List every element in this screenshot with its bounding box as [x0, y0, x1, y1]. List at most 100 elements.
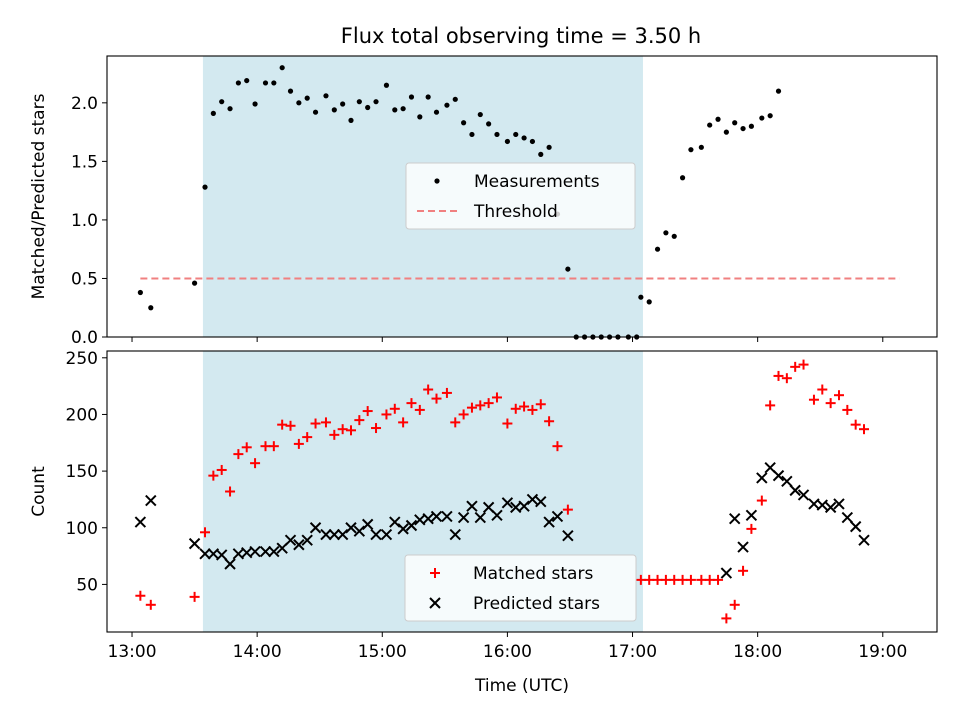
top-y-tick-label: 1.5 — [71, 152, 98, 172]
measurement-point — [383, 82, 390, 88]
matched-star-point — [337, 424, 348, 435]
measurement-point — [408, 94, 415, 100]
matched-star-point — [544, 416, 555, 427]
x-tick-label: 17:00 — [608, 642, 657, 662]
predicted-star-point — [215, 549, 228, 561]
matched-star-point — [329, 429, 340, 440]
matched-star-point — [225, 486, 236, 497]
matched-star-point — [562, 504, 573, 515]
predicted-star-point — [457, 511, 470, 524]
predicted-star-point — [501, 497, 514, 509]
predicted-star-point — [441, 510, 453, 523]
measurement-point — [715, 116, 721, 122]
matched-star-point — [208, 470, 219, 481]
matched-star-point — [406, 398, 417, 409]
measurement-point — [219, 99, 225, 105]
measurement-point — [417, 114, 423, 120]
predicted-star-point — [301, 534, 313, 546]
count-panel: 50 100 150 200 250 13:00 14:00 15:00 16:00 17:00… — [29, 349, 938, 696]
predicted-star-point — [449, 528, 461, 541]
top-y-tick-label: 1.0 — [71, 211, 98, 231]
matched-star-point — [738, 565, 749, 576]
measurement-point — [433, 109, 440, 115]
measurement-point — [477, 111, 483, 118]
measurement-point — [494, 131, 500, 138]
matched-star-point — [502, 418, 513, 429]
matched-stars-legend-marker — [430, 568, 440, 578]
matched-star-point — [302, 432, 313, 443]
matched-star-point — [773, 370, 784, 381]
predicted-star-point — [328, 528, 341, 541]
measurement-point — [365, 104, 371, 111]
matched-star-point — [200, 527, 211, 538]
predicted-star-point — [309, 522, 322, 534]
measurements-legend-label: Measurements — [474, 172, 600, 192]
matched-star-point — [721, 613, 732, 624]
predicted-star-point — [789, 484, 801, 497]
measurement-point — [546, 144, 552, 150]
top-x-axis — [131, 337, 884, 342]
measurement-point — [688, 147, 694, 153]
matched-star-point — [704, 574, 715, 585]
measurement-point — [356, 99, 362, 105]
predicted-star-point — [526, 493, 539, 506]
measurement-point — [698, 144, 704, 150]
matched-star-point — [519, 401, 530, 412]
matched-star-point — [552, 441, 563, 452]
predicted-star-point — [491, 509, 503, 522]
matched-star-point — [414, 404, 425, 415]
predicted-star-point — [293, 539, 305, 551]
matched-star-point — [293, 438, 304, 449]
predicted-star-point — [145, 494, 157, 507]
top-y-tick-label: 0.0 — [71, 328, 98, 348]
predicted-star-point — [781, 475, 793, 488]
predicted-star-point — [737, 541, 749, 553]
measurement-point — [740, 125, 746, 132]
measurement-point — [723, 129, 729, 135]
matched-star-point — [825, 398, 836, 409]
bottom-y-tick-label: 50 — [76, 575, 98, 595]
measurement-point — [775, 88, 782, 94]
bottom-y-tick-label: 250 — [66, 349, 98, 369]
x-tick-label: 18:00 — [733, 642, 782, 662]
matched-stars-legend-label: Matched stars — [473, 564, 593, 584]
measurement-point — [452, 96, 458, 102]
predicted-star-point — [551, 510, 564, 523]
predicted-star-point — [745, 509, 758, 522]
x-tick-label: 13:00 — [108, 642, 157, 662]
measurement-point — [348, 117, 354, 123]
top-y-axis-label: Matched/Predicted stars — [29, 93, 49, 299]
bottom-y-tick-label: 100 — [66, 519, 98, 539]
measurement-point — [392, 107, 398, 113]
predicted-star-point — [361, 518, 374, 531]
matched-star-point — [842, 404, 853, 415]
predicted-star-point — [797, 489, 810, 501]
measurement-point — [444, 102, 450, 108]
measurement-point — [504, 138, 511, 145]
matched-star-point — [483, 398, 494, 409]
measurement-point — [732, 120, 738, 126]
predicted-star-point — [474, 511, 486, 524]
measurement-point — [202, 184, 208, 190]
chart-title: Flux total observing time = 3.50 h — [341, 24, 701, 48]
matched-star-point — [765, 400, 776, 411]
predicted-star-point — [849, 520, 862, 533]
top-legend: Measurements Threshold — [405, 162, 636, 230]
matched-star-point — [696, 574, 707, 585]
measurement-point — [340, 101, 346, 107]
threshold-legend-label: Threshold — [473, 202, 558, 222]
matched-star-point — [790, 361, 801, 372]
predicted-star-point — [199, 548, 211, 560]
matched-star-point — [850, 419, 861, 430]
measurement-point — [400, 106, 406, 112]
measurement-point — [425, 94, 431, 100]
measurement-point — [323, 93, 329, 99]
predicted-star-point — [353, 525, 366, 537]
measurement-point — [271, 80, 277, 86]
matched-star-point — [233, 449, 244, 460]
measurement-point — [759, 115, 765, 121]
measurement-point — [373, 99, 379, 105]
bottom-y-tick-label: 150 — [66, 462, 98, 482]
x-tick-label: 16:00 — [483, 642, 532, 662]
